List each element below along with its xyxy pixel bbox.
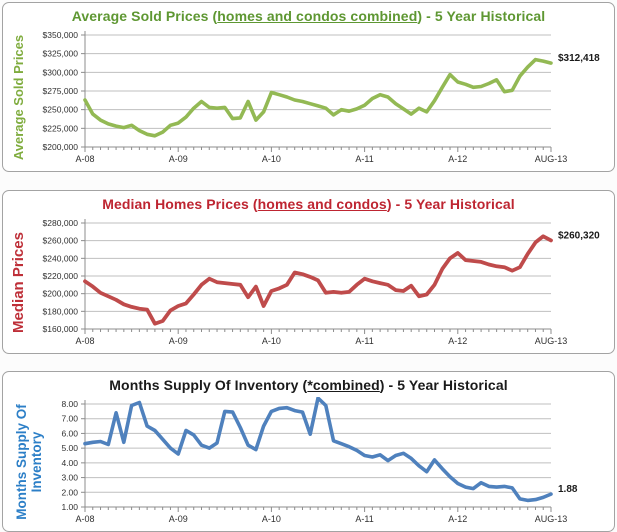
x-tick-label: A-10 [262, 514, 281, 524]
title-prefix: Median Homes Prices ( [102, 196, 258, 212]
x-tick-label: A-12 [448, 514, 467, 524]
average-sold-prices-y-axis-label: Average Sold Prices [10, 34, 26, 161]
y-tick-label: 6.00 [61, 428, 78, 438]
x-tick-label: A-11 [355, 336, 373, 346]
x-tick-label: A-08 [75, 336, 94, 346]
y-tick-label: $200,000 [43, 142, 79, 152]
chart-canvas: $160,000 $180,000 $200,000 $220,000 $240,000… [43, 218, 601, 346]
months-supply-panel: Months Supply Of Inventory (*combined) -… [2, 371, 615, 532]
end-value-label: $312,418 [558, 53, 600, 64]
months-supply-title: Months Supply Of Inventory (*combined) -… [3, 377, 614, 393]
average-sold-prices-line-chart: $200,000 $225,000 $250,000 $275,000 $300,000… [31, 28, 611, 169]
series-line [83, 234, 553, 326]
x-tick-label: A-09 [169, 336, 188, 346]
y-tick-label: 2.00 [61, 487, 78, 497]
title-prefix: Average Sold Prices ( [71, 8, 218, 24]
y-tick-label: 8.00 [61, 399, 78, 409]
y-tick-label: 7.00 [61, 414, 78, 424]
title-underlined-part: homes and condos [257, 196, 387, 212]
y-tick-label: $350,000 [43, 30, 79, 40]
series-line [83, 57, 553, 138]
title-suffix: ) - 5 Year Historical [379, 377, 508, 393]
x-tick-label: A-11 [355, 514, 373, 524]
x-tick-label: A-08 [75, 514, 94, 524]
median-prices-panel: Median Homes Prices (homes and condos) -… [2, 190, 615, 354]
y-tick-label: $180,000 [43, 306, 79, 316]
median-prices-y-axis-label: Median Prices [9, 232, 27, 333]
x-tick-label: A-09 [169, 154, 188, 164]
title-underlined-part: *combined [307, 377, 380, 393]
y-tick-label: $200,000 [43, 289, 79, 299]
y-tick-label: $260,000 [43, 236, 79, 246]
y-tick-label: $250,000 [43, 105, 79, 115]
end-value-label: $260,320 [558, 230, 600, 241]
median-prices-line-chart: $160,000 $180,000 $200,000 $220,000 $240,000… [31, 216, 611, 351]
y-tick-label: 1.00 [61, 502, 78, 512]
median-prices-title: Median Homes Prices (homes and condos) -… [3, 196, 614, 212]
title-underlined-part: homes and condos combined [217, 8, 418, 24]
title-prefix: Months Supply Of Inventory ( [109, 377, 308, 393]
x-tick-label: A-12 [448, 336, 467, 346]
title-suffix: ) - 5 Year Historical [417, 8, 546, 24]
gridlines [85, 222, 551, 330]
x-tick-label: A-11 [355, 154, 373, 164]
average-sold-prices-panel: Average Sold Prices (homes and condos co… [2, 2, 615, 172]
gridlines [85, 34, 551, 148]
x-tick-label: AUG-13 [535, 154, 568, 164]
x-tick-label: A-09 [169, 514, 188, 524]
y-tick-label: $220,000 [43, 271, 79, 281]
x-tick-label: A-12 [448, 154, 467, 164]
y-tick-label: $240,000 [43, 253, 79, 263]
x-tick-label: A-10 [262, 154, 281, 164]
y-tick-label: 5.00 [61, 443, 78, 453]
chart-canvas: $200,000 $225,000 $250,000 $275,000 $300,000… [43, 30, 601, 164]
y-tick-label: $280,000 [43, 218, 79, 228]
x-tick-label: AUG-13 [535, 514, 568, 524]
average-sold-prices-title: Average Sold Prices (homes and condos co… [3, 8, 614, 24]
y-tick-label: 4.00 [61, 458, 78, 468]
months-supply-line-chart: 1.00 2.00 3.00 4.00 5.00 6.00 7.00 8.00 A-08 A-09… [31, 396, 611, 529]
series-line [83, 396, 553, 503]
y-tick-label: $275,000 [43, 86, 79, 96]
y-tick-label: $160,000 [43, 324, 79, 334]
end-value-label: 1.88 [558, 484, 578, 495]
x-tick-label: A-08 [75, 154, 94, 164]
x-tick-label: AUG-13 [535, 336, 568, 346]
x-tick-label: A-10 [262, 336, 281, 346]
y-tick-label: $325,000 [43, 49, 79, 59]
y-tick-label: 3.00 [61, 473, 78, 483]
y-tick-label: $225,000 [43, 123, 79, 133]
y-tick-label: $300,000 [43, 67, 79, 77]
chart-canvas: 1.00 2.00 3.00 4.00 5.00 6.00 7.00 8.00 A-08 A-09… [61, 396, 578, 524]
title-suffix: ) - 5 Year Historical [386, 196, 515, 212]
gridlines [85, 403, 551, 508]
